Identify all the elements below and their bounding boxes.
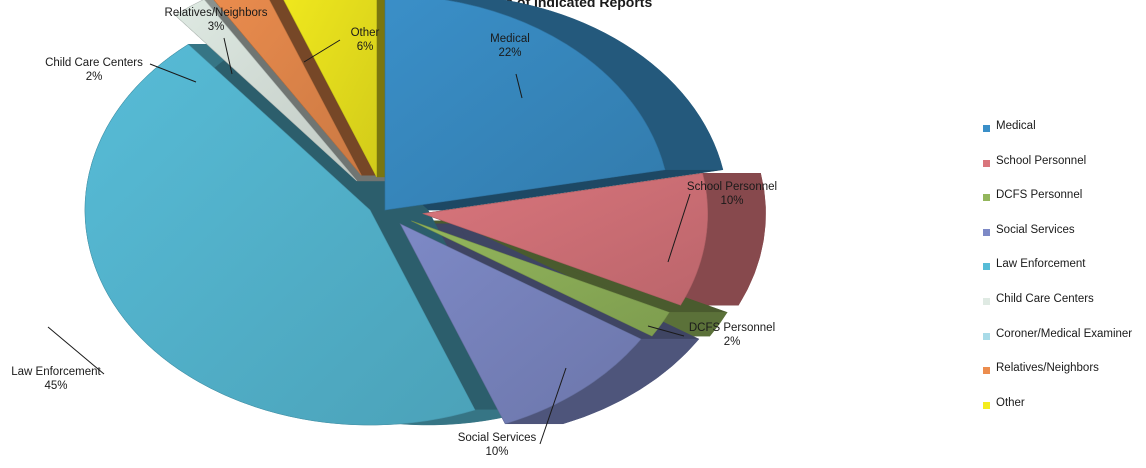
chart-title: Sources of Indicated Reports [457,0,653,10]
slice-other [283,0,377,177]
leader-line-relatives-neighbors [223,37,233,75]
leader-line-school-personnel [667,193,691,263]
legend-swatch [983,297,990,305]
data-label-social-services: Social Services [458,432,537,444]
legend-label: Relatives/Neighbors [996,362,1099,375]
data-value-child-care-centers: 2% [86,71,103,83]
legend-item-other: Other [983,397,1132,432]
legend-item-coroner-medical-examiner: Coroner/Medical Examiner [983,328,1132,363]
legend-label: Other [996,396,1025,409]
legend-label: Child Care Centers [996,292,1094,305]
slice-child-care-centers [174,0,358,182]
legend-item-relatives-neighbors: Relatives/Neighbors [983,362,1132,397]
legend-swatch [983,159,990,167]
legend-item-dcfs-personnel: DCFS Personnel [983,189,1132,224]
data-value-school-personnel: 10% [720,195,743,207]
slice-school-personnel [422,172,708,306]
leader-line-child-care-centers [149,63,197,83]
legend-swatch [983,401,990,409]
legend-item-medical: Medical [983,120,1132,155]
legend-label: Law Enforcement [996,258,1086,271]
legend-item-social-services: Social Services [983,224,1132,259]
data-value-law-enforcement: 45% [44,380,67,392]
slice-social-services [399,223,642,425]
legend-item-school-personnel: School Personnel [983,155,1132,190]
slice-relatives-neighbors [213,0,362,176]
legend-swatch [983,332,990,340]
leader-line-dcfs-personnel [647,325,685,337]
chart-legend: Medical School Personnel DCFS Personnel Soc… [983,120,1132,431]
legend-item-law-enforcement: Law Enforcement [983,258,1132,293]
legend-label: School Personnel [996,154,1087,167]
pie-top-group [84,0,708,426]
data-label-dcfs-personnel: DCFS Personnel [689,322,775,334]
data-value-medical: 22% [498,47,521,59]
data-value-relatives-neighbors: 3% [208,21,225,33]
data-label-medical: Medical [490,33,530,45]
legend-label: Medical [996,120,1036,132]
data-labels: Medical 22% School Personnel 10% DCFS Person… [11,7,777,458]
legend-item-child-care-centers: Child Care Centers [983,293,1132,328]
legend-label: Social Services [996,223,1075,236]
data-label-law-enforcement: Law Enforcement [11,366,101,378]
leader-line-social-services [539,367,567,445]
slice-law-enforcement [84,43,476,426]
leader-line-other [303,39,341,63]
data-label-other: Other [351,27,380,39]
slice-dcfs-personnel [411,220,670,337]
slice-medical [384,0,666,211]
legend-swatch [983,194,990,202]
legend-label: DCFS Personnel [996,189,1083,202]
leader-line-law-enforcement [47,326,105,375]
data-value-social-services: 10% [485,446,508,458]
data-value-other: 6% [357,41,374,53]
leader-line-medical [515,73,523,99]
legend-swatch [983,125,990,132]
data-label-child-care-centers: Child Care Centers [45,57,143,69]
legend-swatch [983,367,990,375]
data-value-dcfs-personnel: 2% [724,336,741,348]
legend-swatch [983,228,990,236]
data-label-school-personnel: School Personnel [687,181,777,193]
legend-label: Coroner/Medical Examiner [996,327,1133,340]
data-label-relatives-neighbors: Relatives/Neighbors [165,7,268,19]
legend-swatch [983,263,990,271]
